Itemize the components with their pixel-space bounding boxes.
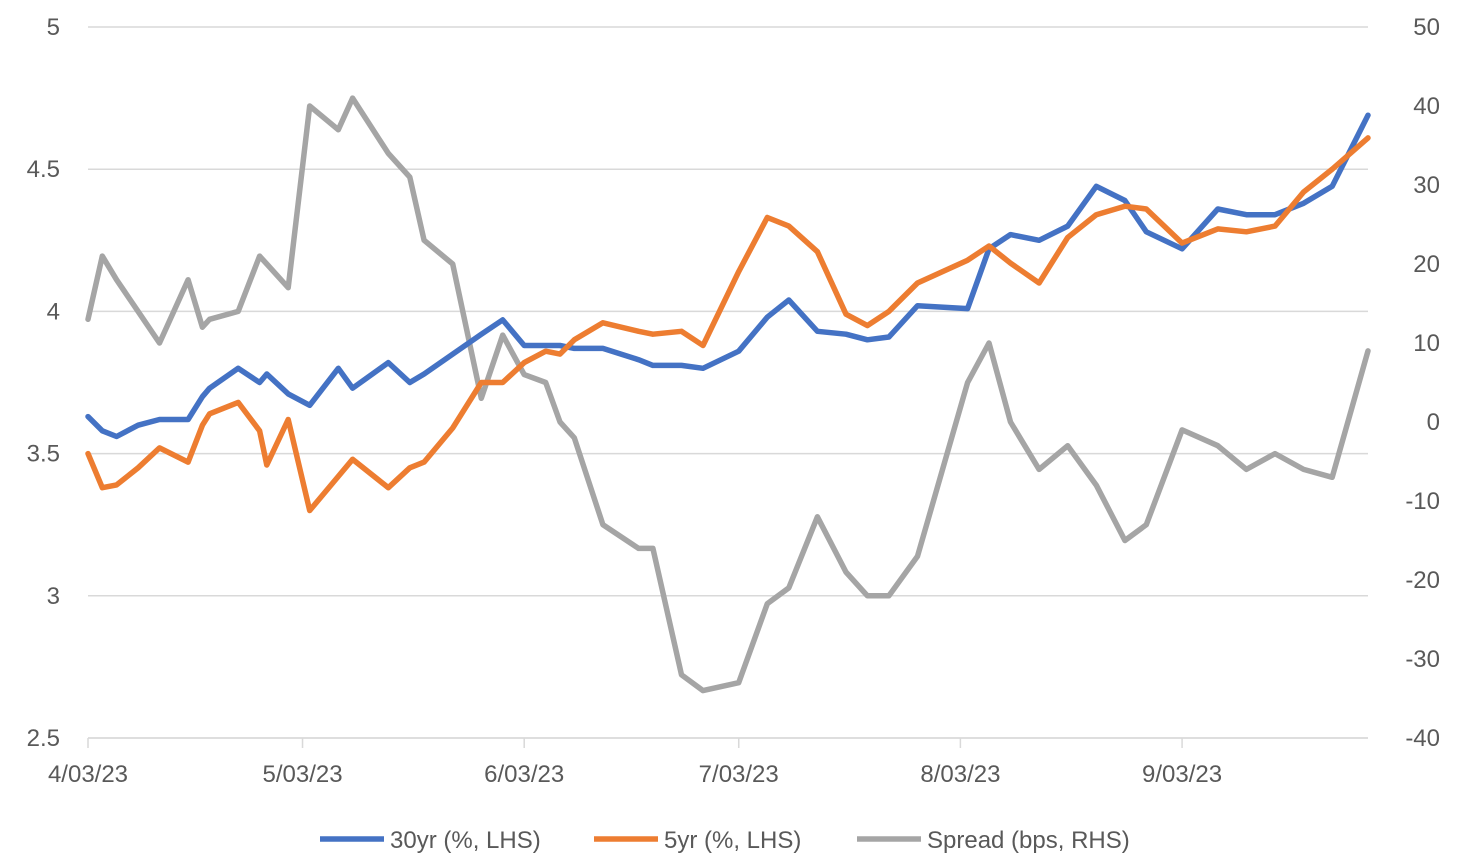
y-left-tick-label: 2.5 — [27, 725, 60, 752]
series-line-2 — [85, 95, 1371, 694]
y-right-tick-label: 10 — [1413, 330, 1440, 357]
y-right-tick-label: -30 — [1405, 646, 1440, 673]
y-right-tick-label: 0 — [1427, 409, 1440, 436]
legend: 30yr (%, LHS) 5yr (%, LHS) Spread (bps, RH… — [320, 827, 1130, 854]
y-left-tick-label: 4.5 — [27, 156, 60, 183]
gridlines — [88, 26, 1368, 739]
series-line-0 — [85, 112, 1371, 440]
y-right-tick-label: -20 — [1405, 567, 1440, 594]
x-tick-label: 6/03/23 — [484, 761, 564, 788]
y-left-tick-label: 5 — [47, 14, 60, 41]
y-axis-right: -40 -30 -20 -10 0 10 20 30 40 50 — [1405, 14, 1440, 752]
series-lines — [85, 95, 1371, 694]
x-tick-label: 8/03/23 — [920, 761, 1000, 788]
legend-label: 30yr (%, LHS) — [390, 827, 541, 854]
y-left-tick-label: 4 — [47, 298, 60, 325]
legend-label: 5yr (%, LHS) — [664, 827, 801, 854]
y-right-tick-label: 40 — [1413, 93, 1440, 120]
y-right-tick-label: 20 — [1413, 251, 1440, 278]
y-axis-left: 2.5 3 3.5 4 4.5 5 — [27, 14, 60, 752]
y-right-tick-label: -40 — [1405, 725, 1440, 752]
x-axis: 4/03/23 5/03/23 6/03/23 7/03/23 8/03/23 9/03/… — [48, 737, 1368, 788]
series-line-1 — [85, 135, 1371, 514]
legend-label: Spread (bps, RHS) — [927, 827, 1130, 854]
y-right-tick-label: -10 — [1405, 488, 1440, 515]
y-left-tick-label: 3 — [47, 583, 60, 610]
x-tick-label: 7/03/23 — [699, 761, 779, 788]
y-left-tick-label: 3.5 — [27, 441, 60, 468]
y-right-tick-label: 30 — [1413, 172, 1440, 199]
x-tick-label: 5/03/23 — [262, 761, 342, 788]
y-right-tick-label: 50 — [1413, 14, 1440, 41]
x-tick-label: 9/03/23 — [1142, 761, 1222, 788]
x-tick-label: 4/03/23 — [48, 761, 128, 788]
